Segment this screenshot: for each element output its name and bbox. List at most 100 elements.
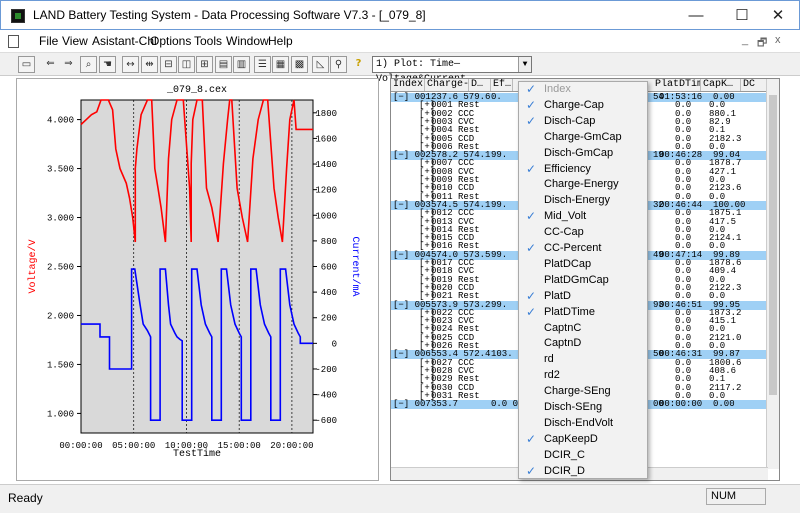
- zoom-icon[interactable]: ⌕: [80, 56, 97, 73]
- step-row[interactable]: [+] 0027 CCC 0.0 1800.6: [391, 357, 776, 368]
- menu-item-platdcap[interactable]: PlatDCap: [519, 257, 647, 273]
- step-row[interactable]: [+] 0029 Rest 0.0 0.1: [391, 374, 776, 385]
- maximize-button[interactable]: ☐: [735, 7, 749, 24]
- vertical-scrollbar[interactable]: [766, 79, 779, 469]
- menu-item-capkeepd[interactable]: ✓ CapKeepD: [519, 432, 647, 448]
- expand-toggle[interactable]: [+]: [419, 158, 436, 169]
- step-row[interactable]: [+] 0031 Rest 0.0 0.0: [391, 391, 776, 400]
- mdi-minimize-button[interactable]: _: [742, 34, 749, 46]
- menu-asistant-chl[interactable]: Asistant-Chl: [92, 34, 157, 48]
- col-charge-cap[interactable]: Charge-…: [427, 79, 469, 91]
- expand-toggle[interactable]: [+]: [419, 224, 436, 235]
- step-row[interactable]: [+] 0016 Rest 0.0 0.0: [391, 241, 776, 252]
- report-icon[interactable]: ▥: [233, 56, 250, 73]
- table-view-icon[interactable]: ▤: [215, 56, 232, 73]
- expand-toggle[interactable]: [+]: [419, 191, 436, 202]
- menu-item-charge-energy[interactable]: Charge-Energy: [519, 177, 647, 193]
- step-row[interactable]: [+] 0019 Rest 0.0 0.0: [391, 274, 776, 285]
- help-icon[interactable]: ?: [355, 58, 362, 69]
- step-row[interactable]: [+] 0022 CCC 0.0 1873.2: [391, 307, 776, 318]
- document-icon[interactable]: [8, 35, 19, 48]
- expand-toggle[interactable]: [+]: [419, 282, 436, 293]
- calculator-icon[interactable]: ▩: [291, 56, 308, 73]
- hand-pan-icon[interactable]: ☚: [99, 56, 116, 73]
- expand-toggle[interactable]: [+]: [419, 307, 436, 318]
- menu-item-disch-energy[interactable]: Disch-Energy: [519, 193, 647, 209]
- open-folder-icon[interactable]: ▭: [18, 56, 35, 73]
- close-button[interactable]: ✕: [771, 7, 785, 24]
- step-row[interactable]: [+] 0002 CCC 0.0 880.1: [391, 109, 776, 118]
- step-row[interactable]: [+] 0024 Rest 0.0 0.0: [391, 325, 776, 334]
- step-row[interactable]: [+] 0004 Rest 0.0 0.1: [391, 125, 776, 136]
- mdi-restore-button[interactable]: 🗗: [757, 37, 768, 49]
- step-row[interactable]: [+] 0017 CCC 0.0 1878.6: [391, 259, 776, 268]
- step-row[interactable]: [+] 0006 Rest 0.0 0.0: [391, 142, 776, 151]
- expand-toggle[interactable]: [+]: [419, 382, 436, 393]
- menu-item-charge-gmcap[interactable]: Charge-GmCap: [519, 130, 647, 146]
- expand-toggle[interactable]: [+]: [419, 374, 436, 385]
- menu-item-index[interactable]: ✓ Index: [519, 82, 647, 98]
- expand-toggle[interactable]: [+]: [419, 125, 436, 136]
- col-dcir[interactable]: DC: [741, 79, 767, 91]
- expand-toggle[interactable]: [+]: [419, 357, 436, 368]
- step-row[interactable]: [+] 0012 CCC 0.0 1875.1: [391, 208, 776, 219]
- expand-toggle[interactable]: [+]: [419, 316, 436, 327]
- menu-view[interactable]: View: [62, 34, 88, 48]
- menu-item-platdgmcap[interactable]: PlatDGmCap: [519, 273, 647, 289]
- menu-item-rd[interactable]: rd: [519, 352, 647, 368]
- expand-toggle[interactable]: [+]: [419, 291, 436, 302]
- menu-item-efficiency[interactable]: ✓ Efficiency: [519, 162, 647, 178]
- expand-toggle[interactable]: [+]: [419, 241, 436, 252]
- chart-icon[interactable]: ◺: [312, 56, 329, 73]
- menu-window[interactable]: Window: [226, 34, 269, 48]
- expand-toggle[interactable]: [+]: [419, 365, 436, 376]
- menu-item-disch-endvolt[interactable]: Disch-EndVolt: [519, 416, 647, 432]
- expand-toggle[interactable]: [+]: [419, 208, 436, 219]
- step-row[interactable]: [+] 0010 CCD 0.0 2123.6: [391, 184, 776, 193]
- menu-item-platdtime[interactable]: ✓ PlatDTime: [519, 305, 647, 321]
- menu-tools[interactable]: Tools: [194, 34, 223, 48]
- mdi-close-button[interactable]: x: [775, 34, 781, 46]
- menu-item-rd2[interactable]: rd2: [519, 368, 647, 384]
- step-row[interactable]: [+] 0030 CCD 0.0 2117.2: [391, 382, 776, 393]
- expand-toggle[interactable]: [+]: [419, 274, 436, 285]
- step-row[interactable]: [+] 0028 CVC 0.0 408.6: [391, 365, 776, 376]
- step-row[interactable]: [+] 0023 CVC 0.0 415.1: [391, 316, 776, 327]
- expand-toggle[interactable]: [+]: [419, 216, 436, 227]
- expand-toggle[interactable]: [+]: [419, 116, 436, 127]
- expand-toggle[interactable]: [+]: [419, 266, 436, 277]
- forward-arrow-icon[interactable]: ⇒: [64, 58, 73, 69]
- menu-item-dcir-d[interactable]: ✓ DCIR_D: [519, 464, 647, 480]
- step-row[interactable]: [+] 0001 Rest 0.0 0.0: [391, 100, 776, 111]
- export-icon[interactable]: ▦: [272, 56, 289, 73]
- scroll-thumb[interactable]: [769, 95, 777, 395]
- grid-icon[interactable]: ⊞: [196, 56, 213, 73]
- menu-help[interactable]: Help: [268, 34, 293, 48]
- step-row[interactable]: [+] 0007 CCC 0.0 1878.7: [391, 158, 776, 169]
- menu-item-disch-gmcap[interactable]: Disch-GmCap: [519, 146, 647, 162]
- col-efficiency[interactable]: Ef…: [493, 79, 513, 91]
- menu-item-cc-percent[interactable]: ✓ CC-Percent: [519, 241, 647, 257]
- shrink-x-icon[interactable]: ⇹: [141, 56, 158, 73]
- col-disch-cap[interactable]: D…: [469, 79, 491, 91]
- menu-item-platd[interactable]: ✓ PlatD: [519, 289, 647, 305]
- menu-item-disch-cap[interactable]: ✓ Disch-Cap: [519, 114, 647, 130]
- menu-item-disch-seng[interactable]: Disch-SEng: [519, 400, 647, 416]
- split-v-icon[interactable]: ◫: [178, 56, 195, 73]
- step-row[interactable]: [+] 0021 Rest 0.0 0.0: [391, 291, 776, 302]
- expand-toggle[interactable]: [+]: [419, 332, 436, 343]
- expand-toggle[interactable]: [+]: [419, 100, 436, 111]
- menu-item-charge-cap[interactable]: ✓ Charge-Cap: [519, 98, 647, 114]
- plot-selector[interactable]: 1) Plot: Time—Voltage&Current ▼: [372, 56, 532, 85]
- menu-item-captnd[interactable]: CaptnD: [519, 336, 647, 352]
- menu-item-charge-seng[interactable]: Charge-SEng: [519, 384, 647, 400]
- expand-x-icon[interactable]: ↔: [122, 56, 139, 73]
- step-row[interactable]: [+] 0018 CVC 0.0 409.4: [391, 266, 776, 277]
- step-row[interactable]: [+] 0025 CCD 0.0 2121.0: [391, 332, 776, 343]
- col-platdtime[interactable]: PlatDTime: [653, 79, 701, 91]
- list-icon[interactable]: ☰: [254, 56, 271, 73]
- expand-toggle[interactable]: [+]: [419, 133, 436, 144]
- step-row[interactable]: [+] 0014 Rest 0.0 0.0: [391, 224, 776, 235]
- col-capkeep[interactable]: CapK…: [701, 79, 741, 91]
- step-row[interactable]: [+] 0015 CCD 0.0 2124.1: [391, 234, 776, 243]
